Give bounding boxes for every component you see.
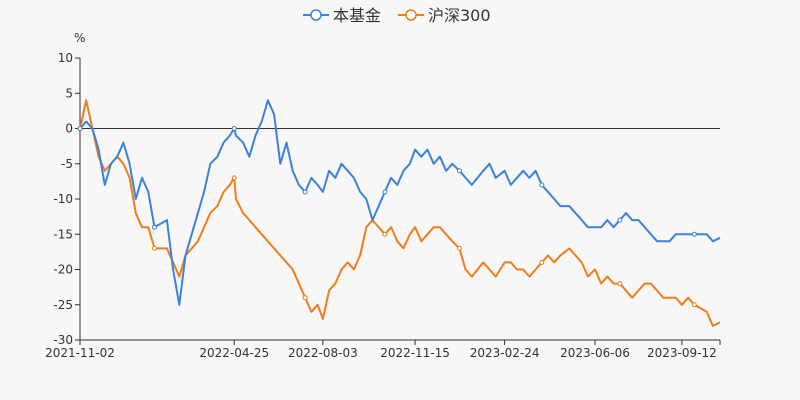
fund-data-point xyxy=(382,189,388,195)
fund-data-point xyxy=(302,189,308,195)
x-tick-label: 2022-04-25 xyxy=(199,346,269,360)
fund-data-point xyxy=(231,126,237,131)
csi300-data-point xyxy=(617,281,623,287)
y-axis: 10 5 0 -5 -10 -15 -20 -25 -30 xyxy=(53,51,720,347)
csi300-data-point xyxy=(456,245,462,251)
y-tick-label: -10 xyxy=(53,192,73,206)
x-tick-label: 2022-08-03 xyxy=(288,346,358,360)
csi300-data-point xyxy=(302,295,308,301)
legend-item-fund[interactable]: 本基金 xyxy=(303,6,381,25)
legend-csi300-label: 沪深300 xyxy=(428,6,491,25)
series-lines xyxy=(77,99,721,327)
y-tick-label: -30 xyxy=(53,333,73,347)
y-tick-label: -5 xyxy=(61,157,73,171)
y-tick-label: 5 xyxy=(65,86,73,100)
x-tick-label: 2023-09-12 xyxy=(647,346,717,360)
x-tick-label: 2023-02-24 xyxy=(470,346,540,360)
fund-data-point xyxy=(539,182,545,188)
csi300-series-line xyxy=(79,99,721,327)
csi300-data-point xyxy=(151,245,157,251)
y-tick-label: 10 xyxy=(58,51,73,65)
fund-data-point xyxy=(151,224,157,230)
fund-data-point xyxy=(691,231,697,237)
csi300-data-point xyxy=(691,302,697,308)
legend-fund-marker-icon xyxy=(310,9,322,21)
y-tick-label: -15 xyxy=(53,227,73,241)
fund-data-point xyxy=(77,126,83,131)
y-axis-unit-label: % xyxy=(74,31,85,45)
fund-data-point xyxy=(617,217,623,223)
legend-fund-label: 本基金 xyxy=(333,6,381,25)
legend[interactable]: 本基金 沪深300 xyxy=(303,6,491,25)
x-tick-label: 2021-11-02 xyxy=(45,346,115,360)
csi300-data-point xyxy=(539,259,545,265)
fund-data-point xyxy=(456,168,462,174)
x-tick-label: 2022-11-15 xyxy=(380,346,450,360)
csi300-data-point xyxy=(382,231,388,237)
legend-item-csi300[interactable]: 沪深300 xyxy=(398,6,491,25)
csi300-data-point xyxy=(231,175,237,181)
legend-csi300-marker-icon xyxy=(405,9,417,21)
x-tick-label: 2023-06-06 xyxy=(560,346,630,360)
fund-series-line xyxy=(79,99,721,306)
y-tick-label: -25 xyxy=(53,298,73,312)
x-axis: 2021-11-02 2022-04-25 2022-08-03 2022-11-15… xyxy=(45,339,721,360)
y-tick-label: 0 xyxy=(65,122,73,136)
y-tick-label: -20 xyxy=(53,263,73,277)
